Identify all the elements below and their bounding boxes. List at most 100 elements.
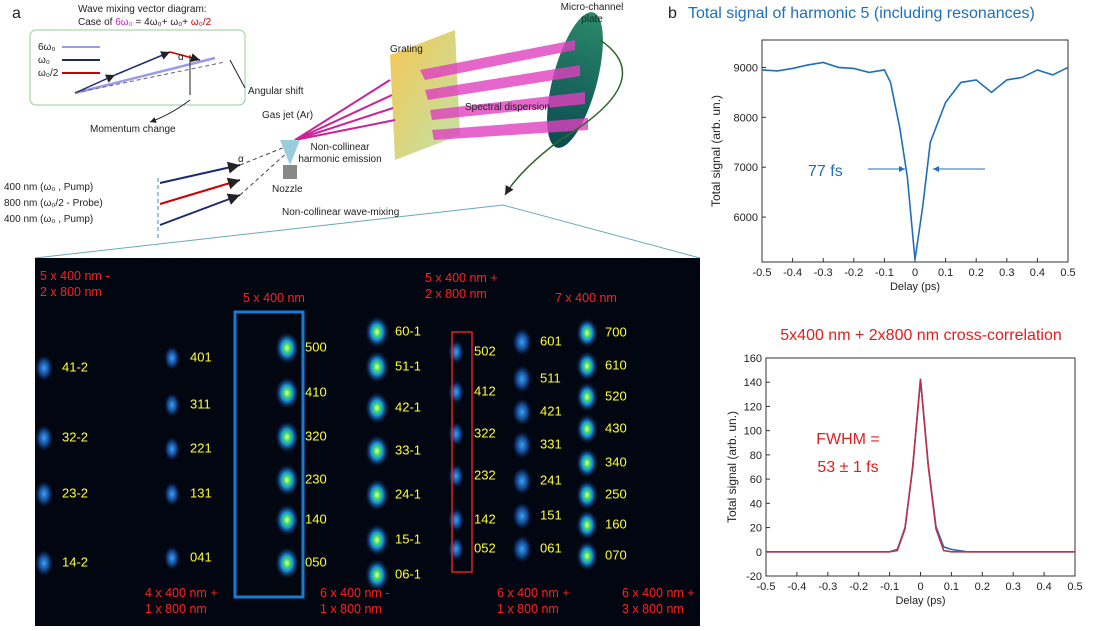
formula-part: 6ω₀ bbox=[115, 17, 133, 28]
annotation: FWHM = bbox=[816, 431, 880, 448]
harmonic-label: 520 bbox=[605, 388, 627, 403]
harmonic-label: 142 bbox=[474, 511, 496, 526]
zoom-line bbox=[35, 205, 503, 258]
formula-part: ω₀/2 bbox=[191, 17, 212, 28]
y-tick-label: 8000 bbox=[734, 112, 758, 124]
spot bbox=[35, 355, 53, 381]
x-tick-label: 0.3 bbox=[999, 267, 1014, 279]
label-line: Micro-channel bbox=[561, 2, 624, 13]
group-label-line: 6 x 400 nm + bbox=[497, 586, 570, 600]
spot bbox=[275, 464, 299, 496]
x-tick-label: -0.5 bbox=[753, 267, 772, 279]
spot bbox=[448, 422, 464, 446]
plot-frame bbox=[762, 40, 1068, 262]
spot bbox=[512, 398, 531, 425]
alpha: α bbox=[238, 154, 244, 165]
spot bbox=[448, 380, 464, 404]
harmonic-label: 322 bbox=[474, 425, 496, 440]
group-label-line: 1 x 800 nm bbox=[145, 602, 207, 616]
harmonic-label: 33-1 bbox=[395, 442, 421, 457]
spot bbox=[365, 524, 389, 556]
group-label-line: 1 x 800 nm bbox=[320, 602, 382, 616]
spot bbox=[365, 479, 389, 511]
harmonic-label: 232 bbox=[474, 467, 496, 482]
spot bbox=[576, 382, 598, 412]
y-tick-label: 100 bbox=[744, 426, 762, 438]
group-label-line: 4 x 400 nm + bbox=[145, 586, 218, 600]
harmonic-label: 052 bbox=[474, 540, 496, 555]
spot bbox=[448, 340, 464, 364]
label: Micro-channelplate bbox=[561, 2, 624, 25]
spot bbox=[576, 480, 598, 510]
spot bbox=[576, 351, 598, 381]
x-tick-label: -0.2 bbox=[844, 267, 863, 279]
x-tick-label: -0.2 bbox=[849, 581, 868, 593]
plot-frame bbox=[766, 358, 1075, 576]
y-tick-label: 7000 bbox=[734, 162, 758, 174]
harmonic-label: 511 bbox=[540, 370, 561, 385]
harmonic-label: 421 bbox=[540, 403, 562, 418]
harmonic-label: 42-1 bbox=[395, 399, 421, 414]
label-line: Non-collinear bbox=[311, 142, 371, 153]
label: Grating bbox=[390, 44, 423, 55]
x-tick-label: -0.3 bbox=[814, 267, 833, 279]
group-label-line: 5 x 400 nm bbox=[243, 291, 305, 305]
harmonic-label: 160 bbox=[605, 516, 627, 531]
spot bbox=[576, 318, 598, 348]
harmonic-label: 60-1 bbox=[395, 323, 421, 338]
harmonic-label: 610 bbox=[605, 357, 627, 372]
x-tick-label: 0.5 bbox=[1067, 581, 1082, 593]
beam-label: 400 nm (ω₀ , Pump) bbox=[4, 214, 93, 225]
panel-label: b bbox=[668, 5, 677, 22]
x-tick-label: 0.4 bbox=[1036, 581, 1051, 593]
group-label: 7 x 400 nm bbox=[555, 291, 617, 305]
harmonic-label: 24-1 bbox=[395, 486, 421, 501]
spot bbox=[164, 546, 180, 570]
x-tick-label: 0.4 bbox=[1030, 267, 1045, 279]
harmonic-label: 06-1 bbox=[395, 566, 421, 581]
harmonic-label: 320 bbox=[305, 428, 327, 443]
spot bbox=[275, 504, 299, 536]
y-tick-label: 120 bbox=[744, 401, 762, 413]
harmonic-label: 250 bbox=[605, 486, 627, 501]
harmonic-label: 140 bbox=[305, 511, 327, 526]
inset-legend: 6ω₀ bbox=[38, 42, 56, 53]
spot bbox=[576, 414, 598, 444]
spot bbox=[448, 537, 464, 561]
chart-title: 5x400 nm + 2x800 nm cross-correlation bbox=[780, 327, 1061, 344]
group-label-line: 5 x 400 nm + bbox=[425, 271, 498, 285]
harmonic-label: 410 bbox=[305, 384, 327, 399]
group-label-line: 5 x 400 nm - bbox=[40, 269, 109, 283]
y-axis-label: Total signal (arb. un.) bbox=[725, 411, 739, 523]
harmonic-label: 15-1 bbox=[395, 531, 421, 546]
harmonic-label: 412 bbox=[474, 383, 496, 398]
harmonic-label: 51-1 bbox=[395, 358, 421, 373]
harmonic-label: 061 bbox=[540, 540, 562, 555]
harmonic-label: 241 bbox=[540, 472, 562, 487]
spot bbox=[164, 482, 180, 506]
x-tick-label: 0.2 bbox=[975, 581, 990, 593]
harmonic-label: 23-2 bbox=[62, 485, 88, 500]
spot bbox=[275, 421, 299, 453]
inset-box bbox=[30, 30, 245, 105]
spot bbox=[164, 346, 180, 370]
x-axis-label: Delay (ps) bbox=[890, 281, 940, 293]
harmonic-label: 340 bbox=[605, 454, 627, 469]
inset-legend: ω₀ bbox=[38, 55, 50, 66]
x-tick-label: -0.3 bbox=[818, 581, 837, 593]
label-line: plate bbox=[581, 14, 603, 25]
inset-legend: ω₀/2 bbox=[38, 68, 59, 79]
spot bbox=[365, 392, 389, 424]
y-tick-label: 160 bbox=[744, 353, 762, 365]
harmonic-label: 331 bbox=[540, 436, 562, 451]
harmonic-label: 502 bbox=[474, 343, 496, 358]
x-axis-label: Delay (ps) bbox=[895, 595, 945, 607]
label: Angular shift bbox=[248, 86, 304, 97]
spot bbox=[512, 467, 531, 494]
nozzle bbox=[283, 165, 297, 179]
y-tick-label: 0 bbox=[756, 547, 762, 559]
spot bbox=[365, 316, 389, 348]
y-tick-label: 80 bbox=[750, 450, 762, 462]
label: Non-collinear wave-mixing bbox=[282, 207, 399, 218]
x-tick-label: 0.1 bbox=[944, 581, 959, 593]
